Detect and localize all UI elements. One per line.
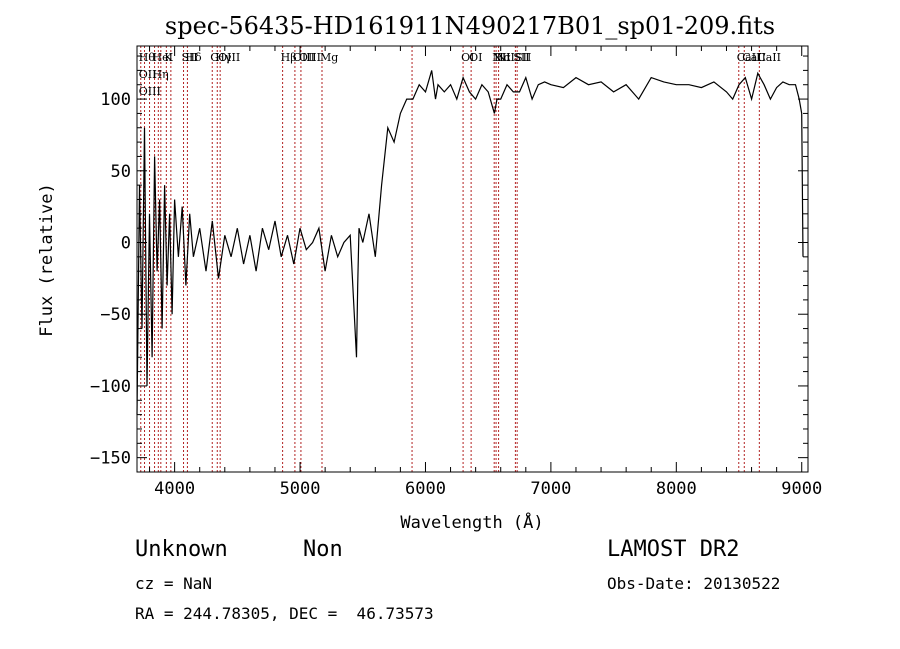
coordinates: RA = 244.78305, DEC = 46.73573 bbox=[135, 604, 434, 623]
y-tick-label: 0 bbox=[121, 234, 131, 254]
y-axis-label: Flux (relative) bbox=[37, 183, 57, 337]
reference-line-label: SII bbox=[515, 51, 531, 64]
y-axis-ticks: −150 −100 −50 0 50 100 bbox=[90, 55, 808, 469]
reference-line-label: Mg bbox=[320, 51, 338, 64]
redshift-cz: cz = NaN bbox=[135, 574, 213, 593]
x-tick-label: 7000 bbox=[530, 479, 571, 499]
reference-line-label: Hα bbox=[494, 51, 512, 64]
reference-line-label: Hβ bbox=[281, 51, 297, 64]
reference-line-label: CaII bbox=[742, 51, 766, 64]
reference-line-label: OIII bbox=[299, 51, 321, 64]
x-tick-label: 5000 bbox=[280, 479, 321, 499]
object-subclass: Non bbox=[303, 537, 343, 562]
reference-line-label: Hθ bbox=[139, 51, 156, 64]
spectrum-line bbox=[136, 70, 804, 415]
reference-line-label: HeI bbox=[153, 51, 173, 64]
observation-date: Obs-Date: 20130522 bbox=[607, 574, 781, 593]
reference-line-label: G bbox=[210, 51, 219, 64]
x-tick-label: 9000 bbox=[781, 479, 822, 499]
reference-line-label: SII bbox=[182, 51, 198, 64]
reference-line-label: OI bbox=[461, 51, 474, 64]
reference-line-label: SII bbox=[513, 51, 529, 64]
chart-title: spec-56435-HD161911N490217B01_sp01-209.f… bbox=[165, 12, 775, 40]
x-axis-ticks: 4000 5000 6000 7000 8000 9000 bbox=[149, 46, 822, 499]
reference-line-label: NII bbox=[497, 51, 515, 64]
reference-line-label: NII bbox=[492, 51, 510, 64]
reference-line-label: OIII bbox=[139, 85, 161, 98]
reference-line-label: OIII bbox=[218, 51, 240, 64]
reference-line-label: OI bbox=[469, 51, 482, 64]
reference-line-label: OIII bbox=[293, 51, 315, 64]
y-tick-label: 50 bbox=[111, 162, 131, 182]
reference-line-label: CaII bbox=[737, 51, 761, 64]
y-tick-label: −150 bbox=[90, 449, 131, 469]
plot-frame bbox=[136, 45, 809, 473]
x-axis-label: Wavelength (Å) bbox=[400, 511, 543, 533]
reference-lines bbox=[140, 46, 760, 472]
reference-line-label: CaII bbox=[757, 51, 781, 64]
y-tick-label: −50 bbox=[100, 305, 131, 325]
reference-line-label: K bbox=[164, 51, 173, 64]
reference-line-label: OII bbox=[139, 68, 157, 81]
y-tick-label: −100 bbox=[90, 377, 131, 397]
survey-name: LAMOST DR2 bbox=[607, 537, 740, 562]
y-tick-label: 100 bbox=[100, 90, 131, 110]
object-class: Unknown bbox=[135, 537, 228, 562]
x-tick-label: 8000 bbox=[656, 479, 697, 499]
x-tick-label: 4000 bbox=[154, 479, 195, 499]
reference-line-label: Hγ bbox=[215, 51, 232, 64]
reference-line-label: Hδ bbox=[185, 51, 202, 64]
reference-line-label: Hη bbox=[153, 68, 169, 81]
x-tick-label: 6000 bbox=[405, 479, 446, 499]
